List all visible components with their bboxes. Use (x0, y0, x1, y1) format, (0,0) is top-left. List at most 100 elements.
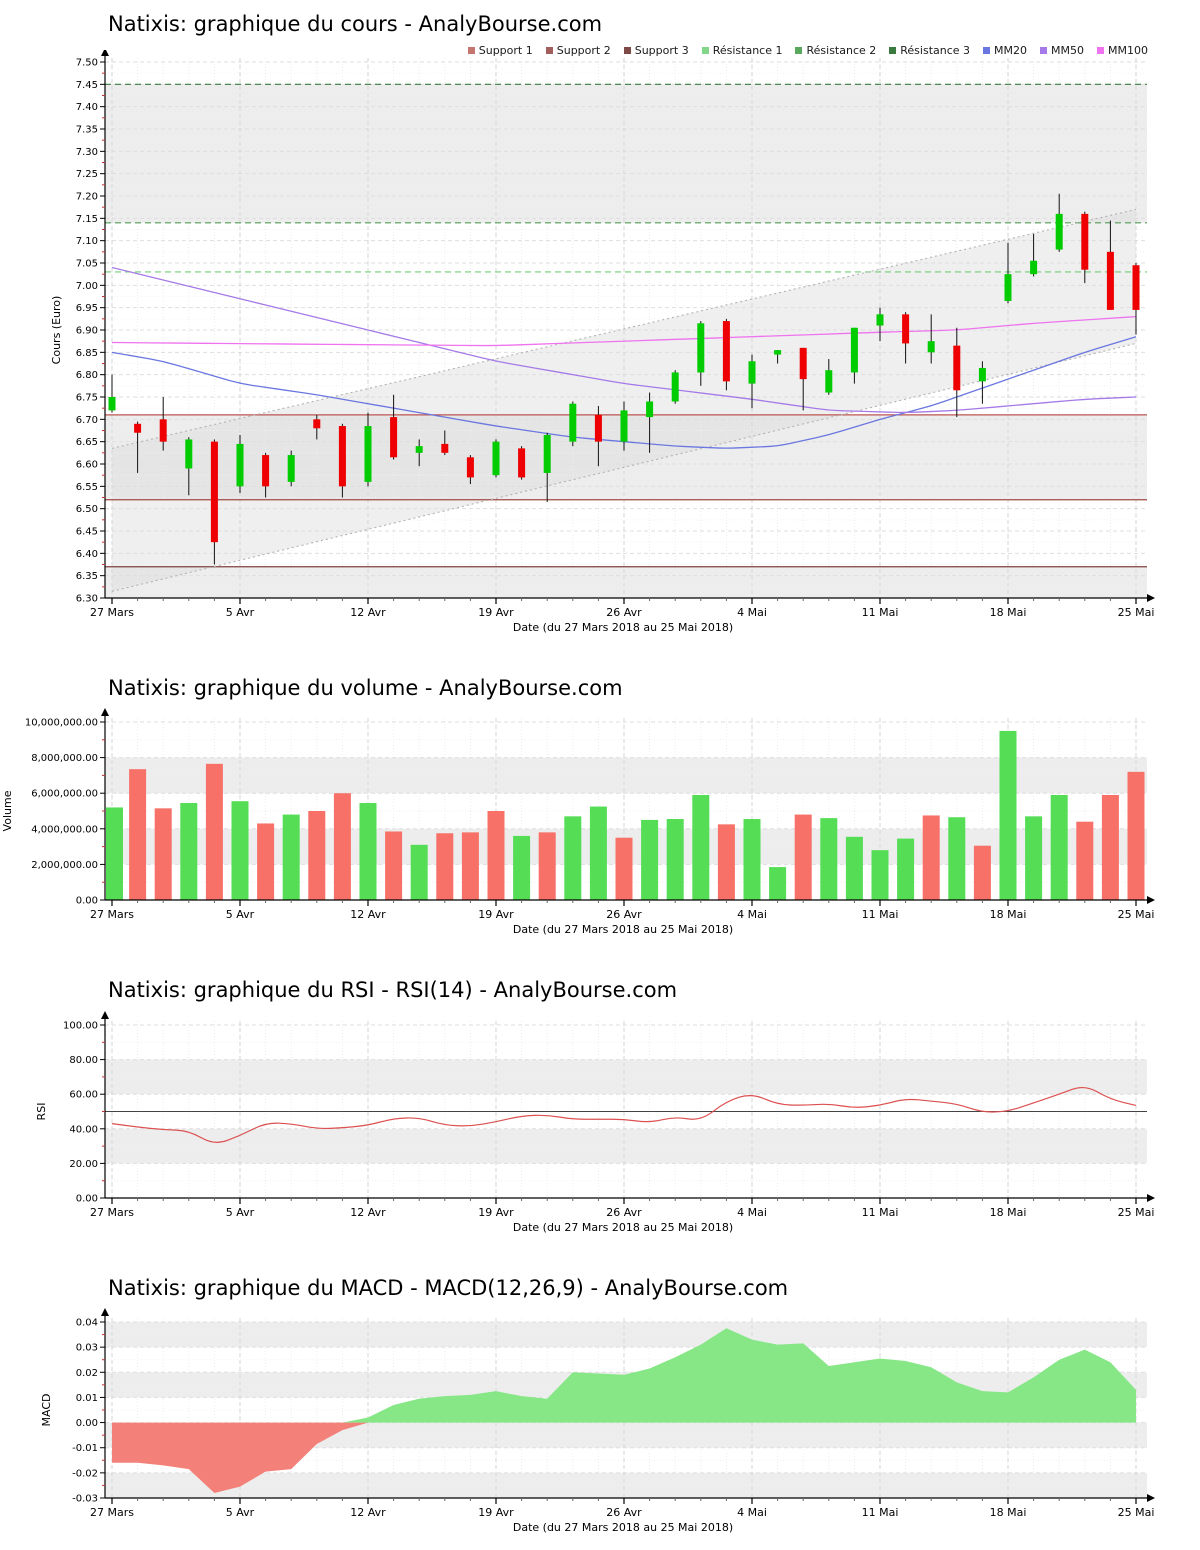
axis-tick-label: 7.40 (76, 102, 98, 113)
y-axis-arrow-icon (101, 1011, 109, 1019)
legend-item: Support 2 (545, 44, 611, 57)
y-axis-title: Volume (1, 790, 14, 831)
axis-tick-label: 6.45 (76, 527, 98, 538)
axis-tick-label: 7.20 (76, 192, 98, 203)
legend-item: MM20 (983, 44, 1027, 57)
rsi-line (111, 1086, 1137, 1143)
axis-tick-label: 19 Avr (478, 1206, 514, 1219)
axis-tick-label: 5 Avr (226, 1506, 255, 1519)
rsi-chart-title: Natixis: graphique du RSI - RSI(14) - An… (108, 978, 678, 1002)
axis-tick-label: 18 Mai (990, 908, 1027, 921)
axis-tick-label: 26 Avr (606, 606, 642, 619)
axis-tick-label: 80.00 (69, 1055, 98, 1066)
axis-tick-label: -0.03 (72, 1494, 98, 1505)
axis-tick-label: 7.00 (76, 281, 98, 292)
legend-swatch-icon (1040, 47, 1048, 54)
legend-label: Support 1 (478, 44, 533, 57)
x-axis-title: Date (du 27 Mars 2018 au 25 Mai 2018) (513, 923, 733, 936)
legend-label: MM100 (1108, 44, 1148, 57)
axis-tick-label: 6.30 (76, 594, 98, 605)
axes: 0.00 2,000,000.00 4,000,000.00 6,000,000.00… (1, 708, 1155, 936)
axis-tick-label: 18 Mai (990, 1206, 1027, 1219)
moving-average-lines (111, 266, 1137, 449)
axis-tick-label: 27 Mars (90, 908, 134, 921)
axis-tick-label: 26 Avr (606, 1206, 642, 1219)
axis-tick-label: 18 Mai (990, 606, 1027, 619)
macd-chart-canvas: -0.03 -0.02 -0.01 0.00 0.01 0.02 0.03 0.04 27 Ma… (40, 1308, 1155, 1534)
axis-tick-label: -0.01 (72, 1443, 98, 1454)
y-axis-title: RSI (35, 1103, 48, 1121)
legend-swatch-icon (889, 47, 897, 54)
axis-tick-label: 6.70 (76, 415, 98, 426)
axis-tick-label: 8,000,000.00 (31, 753, 98, 764)
axis-tick-label: 12 Avr (350, 908, 386, 921)
axis-tick-label: 0.00 (76, 896, 98, 907)
legend-swatch-icon (1097, 47, 1105, 54)
axis-tick-label: 25 Mai (1118, 908, 1155, 921)
axis-tick-label: 6.55 (76, 482, 98, 493)
x-axis-arrow-icon (1147, 1194, 1155, 1202)
axis-tick-label: 12 Avr (350, 1506, 386, 1519)
axis-tick-label: 4 Mai (737, 1506, 767, 1519)
x-axis-arrow-icon (1147, 1494, 1155, 1502)
axis-tick-label: 0.03 (76, 1343, 98, 1354)
axis-tick-label: 6.35 (76, 571, 98, 582)
axis-tick-label: 7.15 (76, 214, 98, 225)
legend-item: Support 3 (623, 44, 689, 57)
gridlines (105, 1021, 1147, 1198)
axes: 6.30 6.35 6.40 6.45 6.50 6.55 6.60 6.65 6.70 6.75… (50, 50, 1155, 634)
axis-tick-label: 11 Mai (862, 606, 899, 619)
legend-label: Résistance 2 (806, 44, 877, 57)
legend-item: Résistance 3 (889, 44, 970, 57)
axis-tick-label: 5 Avr (226, 606, 255, 619)
macd-chart-title: Natixis: graphique du MACD - MACD(12,26,… (108, 1276, 789, 1300)
axis-tick-label: 7.50 (76, 58, 98, 69)
rsi-chart-section: Natixis: graphique du RSI - RSI(14) - An… (0, 960, 1200, 1258)
axes: -0.03 -0.02 -0.01 0.00 0.01 0.02 0.03 0.04 27 Ma… (40, 1308, 1155, 1534)
x-axis-title: Date (du 27 Mars 2018 au 25 Mai 2018) (513, 621, 733, 634)
macd-positive-area (112, 1328, 1136, 1423)
axis-tick-label: 11 Mai (862, 908, 899, 921)
legend-item: Résistance 1 (701, 44, 783, 57)
axis-tick-label: 2,000,000.00 (31, 860, 98, 871)
axis-tick-label: 0.00 (76, 1194, 98, 1205)
axis-tick-label: 20.00 (69, 1159, 98, 1170)
legend-label: MM50 (1051, 44, 1085, 57)
price-chart-section: Natixis: graphique du cours - AnalyBours… (0, 0, 1200, 660)
axis-tick-label: 10,000,000.00 (25, 718, 98, 729)
axis-tick-label: 5 Avr (226, 908, 255, 921)
legend-swatch-icon (545, 47, 553, 54)
volume-chart-canvas: 0.00 2,000,000.00 4,000,000.00 6,000,000.00… (1, 708, 1155, 936)
axes: 0.00 20.00 40.00 60.00 80.00 100.00 27 Mars 5 A… (35, 1011, 1155, 1234)
axis-tick-label: 26 Avr (606, 1506, 642, 1519)
axis-tick-label: 18 Mai (990, 1506, 1027, 1519)
axis-tick-label: 6.85 (76, 348, 98, 359)
x-axis-title: Date (du 27 Mars 2018 au 25 Mai 2018) (513, 1221, 733, 1234)
legend-label: Résistance 1 (712, 44, 783, 57)
axis-tick-label: 19 Avr (478, 908, 514, 921)
axis-tick-label: 26 Avr (606, 908, 642, 921)
axis-tick-label: 7.05 (76, 259, 98, 270)
axis-tick-label: 6.50 (76, 504, 98, 515)
x-axis-title: Date (du 27 Mars 2018 au 25 Mai 2018) (513, 1521, 733, 1534)
axis-tick-label: 11 Mai (862, 1506, 899, 1519)
axis-tick-label: 6.40 (76, 549, 98, 560)
axis-tick-label: 25 Mai (1118, 1506, 1155, 1519)
macd-negative-area (112, 1422, 1136, 1493)
trend-channel-line (111, 342, 1137, 592)
axis-tick-label: 0.01 (76, 1393, 98, 1404)
ma-line-mm20 (111, 336, 1137, 449)
legend-label: Support 2 (556, 44, 611, 57)
axis-tick-label: 0.04 (76, 1318, 98, 1329)
y-axis-title: MACD (40, 1394, 53, 1427)
y-axis-title: Cours (Euro) (50, 296, 63, 365)
axis-tick-label: 12 Avr (350, 606, 386, 619)
support-resistance-lines (105, 83, 1147, 592)
axis-tick-label: 27 Mars (90, 1206, 134, 1219)
shade-bands (105, 84, 1147, 598)
x-axis-arrow-icon (1147, 896, 1155, 904)
axis-tick-label: 6.95 (76, 303, 98, 314)
axis-tick-label: 6.90 (76, 326, 98, 337)
legend-label: Support 3 (634, 44, 689, 57)
